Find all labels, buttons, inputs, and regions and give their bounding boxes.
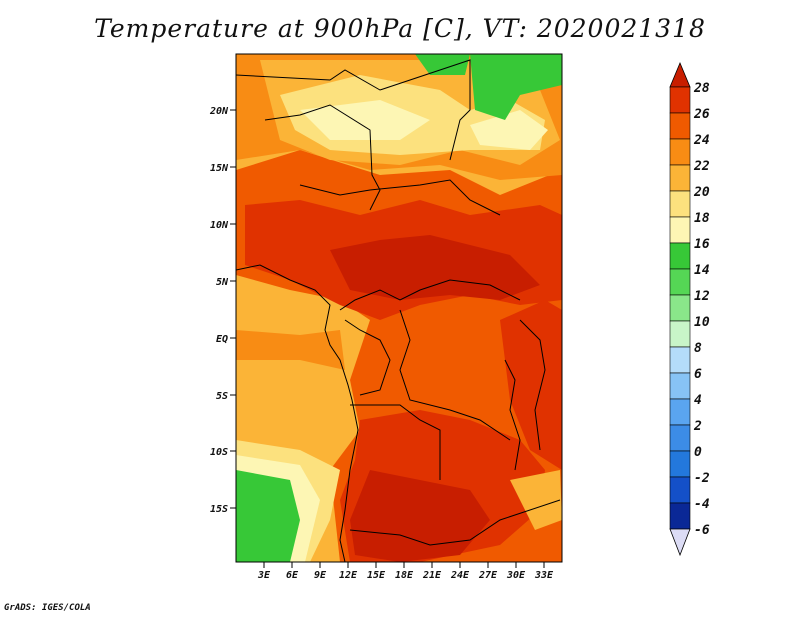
lon-label-3e: 3E <box>257 570 271 581</box>
colorbar-swatch-4 <box>669 398 691 426</box>
colorbar-label-2: 2 <box>693 419 702 434</box>
border-drc <box>399 309 511 441</box>
coastline-west <box>236 264 359 562</box>
colorbar-swatch-m2 <box>669 476 691 504</box>
colorbar-label-0: 0 <box>694 445 702 460</box>
map-title: Temperature at 900hPa [C], VT: 202002131… <box>94 14 706 43</box>
lon-label-15e: 15E <box>367 570 386 581</box>
colorbar-swatch-8 <box>669 346 691 374</box>
colorbar-top-cap <box>669 61 691 88</box>
map-frame <box>235 53 563 563</box>
colorbar: 28 26 24 22 20 18 16 14 12 10 8 6 4 2 0 … <box>669 61 710 557</box>
colorbar-swatch-22 <box>669 164 691 192</box>
colorbar-label-10: 10 <box>694 315 710 330</box>
lon-label-12e: 12E <box>339 570 358 581</box>
border-south <box>349 499 561 546</box>
lon-label-21e: 21E <box>422 570 442 581</box>
colorbar-swatch-24 <box>669 138 691 166</box>
colorbar-swatch-6 <box>669 372 691 400</box>
region-22-ocean <box>236 330 345 370</box>
colorbar-label-4: 4 <box>694 393 702 408</box>
lon-label-9e: 9E <box>314 570 327 581</box>
border-north <box>236 59 471 161</box>
border-sahel <box>264 104 381 211</box>
region-26-east <box>500 300 562 470</box>
lat-label-15s: 15S <box>210 504 228 515</box>
region-14-sw <box>236 470 300 562</box>
lat-label-20n: 20N <box>209 106 229 117</box>
region-28-south <box>350 470 490 562</box>
colorbar-swatch-m4 <box>669 502 691 530</box>
colorbar-swatch-12 <box>669 294 691 322</box>
colorbar-label-16: 16 <box>694 237 710 252</box>
colorbar-swatch-28 <box>669 86 691 114</box>
colorbar-label-18: 18 <box>694 211 710 226</box>
lat-label-eq: EQ <box>216 334 228 345</box>
colorbar-label-m4: -4 <box>694 497 710 512</box>
colorbar-swatch-0 <box>669 450 691 478</box>
lat-label-5s: 5S <box>216 391 228 402</box>
lat-label-15n: 15N <box>210 163 229 174</box>
lon-label-6e: 6E <box>286 570 299 581</box>
border-angola <box>350 404 441 480</box>
border-cameroon <box>339 279 521 311</box>
lon-label-24e: 24E <box>450 570 470 581</box>
colorbar-swatch-2 <box>669 424 691 452</box>
region-28 <box>330 235 540 300</box>
colorbar-swatch-16 <box>669 242 691 270</box>
colorbar-label-6: 6 <box>694 367 702 382</box>
colorbar-label-m6: -6 <box>694 523 710 538</box>
colorbar-swatch-18 <box>669 216 691 244</box>
region-14-north <box>470 54 562 120</box>
colorbar-swatch-14 <box>669 268 691 296</box>
border-central <box>299 179 501 216</box>
colorbar-label-24: 24 <box>693 133 710 148</box>
lat-axis: 20N 15N 10N 5N EQ 5S 10S 15S <box>209 106 236 515</box>
colorbar-swatch-20 <box>669 190 691 218</box>
lon-label-33e: 33E <box>534 570 554 581</box>
lon-label-30e: 30E <box>506 570 526 581</box>
border-congo <box>344 319 391 396</box>
colorbar-label-28: 28 <box>693 81 710 96</box>
colorbar-label-m2: -2 <box>694 471 710 486</box>
lon-axis: 3E 6E 9E 12E 15E 18E 21E 24E 27E 30E 33E <box>257 562 554 581</box>
region-16-north <box>300 100 430 140</box>
lon-label-27e: 27E <box>478 570 498 581</box>
colorbar-label-20: 20 <box>693 185 710 200</box>
colorbar-label-8: 8 <box>694 341 702 356</box>
border-east <box>519 319 546 451</box>
temperature-field <box>236 54 562 562</box>
grads-credit: GrADS: IGES/COLA <box>4 603 91 613</box>
country-borders <box>236 59 561 562</box>
colorbar-swatch-26 <box>669 112 691 140</box>
colorbar-label-26: 26 <box>693 107 710 122</box>
region-14-northwest <box>415 54 470 75</box>
colorbar-bottom-cap <box>669 528 691 557</box>
colorbar-label-22: 22 <box>693 159 710 174</box>
lat-label-10s: 10S <box>210 447 228 458</box>
lat-label-10n: 10N <box>210 220 229 231</box>
region-20-east <box>510 470 562 530</box>
colorbar-swatch-10 <box>669 320 691 348</box>
colorbar-label-12: 12 <box>694 289 710 304</box>
lat-label-5n: 5N <box>216 277 229 288</box>
lon-label-18e: 18E <box>395 570 414 581</box>
region-16-northeast <box>470 110 548 150</box>
border-rift <box>504 359 521 471</box>
colorbar-label-14: 14 <box>694 263 710 278</box>
